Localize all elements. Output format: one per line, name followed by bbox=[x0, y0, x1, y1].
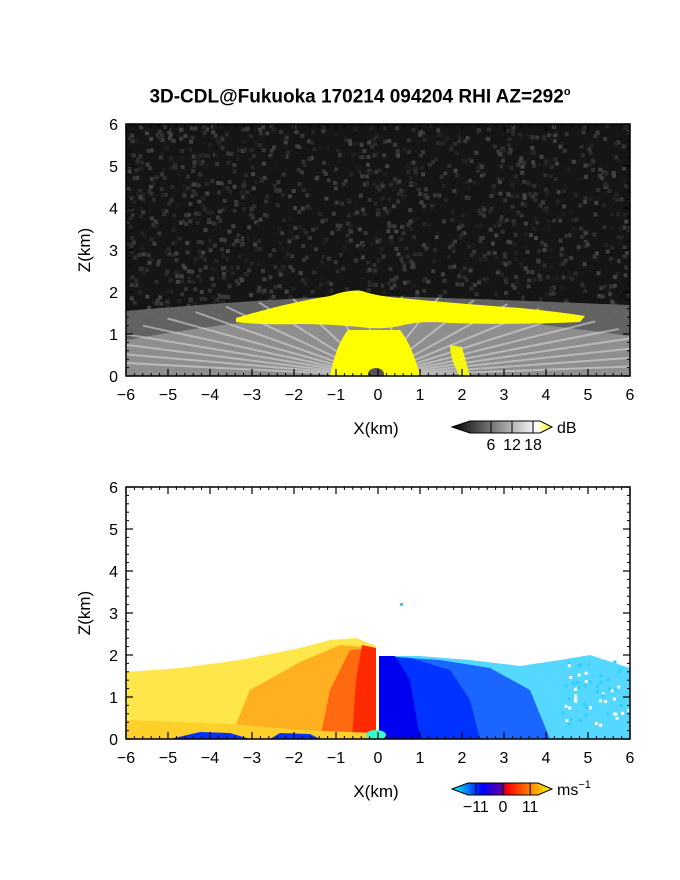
reflectivity-x-tick-label: 2 bbox=[458, 387, 467, 404]
reflectivity-x-tick-label: −2 bbox=[285, 387, 303, 404]
velocity-colorbar-tick-label: 11 bbox=[522, 799, 539, 816]
reflectivity-colorbar-tick-label: 12 bbox=[503, 437, 521, 454]
velocity-x-tick-label: −2 bbox=[285, 750, 303, 767]
velocity-colorbar-tick-label: −11 bbox=[463, 799, 489, 816]
velocity-colorbar: −11 0 11 ms−1 bbox=[450, 779, 591, 816]
velocity-y-tick-label: 0 bbox=[109, 732, 118, 749]
velocity-x-tick-label: 3 bbox=[500, 750, 509, 767]
reflectivity-x-tick-label: 4 bbox=[542, 387, 551, 404]
velocity-x-tick-label: 6 bbox=[626, 750, 635, 767]
velocity-x-tick-label: −1 bbox=[327, 750, 345, 767]
reflectivity-y-tick-label: 2 bbox=[109, 285, 118, 302]
velocity-y-tick-label: 5 bbox=[109, 522, 118, 539]
reflectivity-y-tick-label: 1 bbox=[109, 327, 118, 344]
reflectivity-x-tick-label: 1 bbox=[416, 387, 425, 404]
reflectivity-y-tick-label: 5 bbox=[109, 159, 118, 176]
velocity-x-tick-label: −6 bbox=[117, 750, 135, 767]
reflectivity-x-tick-label: −1 bbox=[327, 387, 345, 404]
reflectivity-y-tick-label: 3 bbox=[109, 243, 118, 260]
velocity-image bbox=[126, 487, 630, 739]
reflectivity-colorbar-unit: dB bbox=[557, 420, 577, 437]
velocity-x-tick-label: −4 bbox=[201, 750, 219, 767]
reflectivity-y-tick-label: 4 bbox=[109, 201, 118, 218]
velocity-y-tick-label: 6 bbox=[109, 480, 118, 497]
velocity-x-tick-label: 0 bbox=[374, 750, 383, 767]
velocity-x-tick-label: 4 bbox=[542, 750, 551, 767]
reflectivity-x-tick-label: 3 bbox=[500, 387, 509, 404]
velocity-x-tick-label: −3 bbox=[243, 750, 261, 767]
reflectivity-x-tick-label: 6 bbox=[626, 387, 635, 404]
reflectivity-x-tick-label: −6 bbox=[117, 387, 135, 404]
reflectivity-x-tick-label: 5 bbox=[584, 387, 593, 404]
velocity-x-tick-label: 5 bbox=[584, 750, 593, 767]
velocity-x-tick-label: −5 bbox=[159, 750, 177, 767]
reflectivity-y-axis-label: Z(km) bbox=[75, 228, 94, 272]
reflectivity-x-tick-label: −5 bbox=[159, 387, 177, 404]
figure-title: 3D-CDL@Fukuoka 170214 094204 RHI AZ=292o bbox=[149, 86, 571, 108]
reflectivity-colorbar-tick-label: 18 bbox=[524, 437, 542, 454]
reflectivity-x-tick-label: −3 bbox=[243, 387, 261, 404]
reflectivity-x-axis-label: X(km) bbox=[353, 419, 398, 438]
reflectivity-y-tick-label: 6 bbox=[109, 117, 118, 134]
velocity-y-tick-label: 1 bbox=[109, 690, 118, 707]
reflectivity-x-tick-label: 0 bbox=[374, 387, 383, 404]
reflectivity-colorbar: 6 12 18 dB bbox=[450, 420, 577, 454]
velocity-colorbar-unit: ms−1 bbox=[557, 779, 591, 799]
velocity-panel: −6 −5 −4 −3 −2 −1 0 1 2 3 4 5 6 0 1 2 3 4 5 6 X(km) Z(km) −… bbox=[75, 480, 635, 816]
reflectivity-y-tick-label: 0 bbox=[109, 369, 118, 386]
isolated-echo-point bbox=[400, 603, 403, 606]
velocity-x-tick-label: 1 bbox=[416, 750, 425, 767]
reflectivity-x-tick-label: −4 bbox=[201, 387, 219, 404]
velocity-colorbar-tick-label: 0 bbox=[499, 799, 508, 816]
velocity-y-tick-label: 2 bbox=[109, 648, 118, 665]
reflectivity-colorbar-tick-label: 6 bbox=[487, 437, 496, 454]
reflectivity-image bbox=[126, 124, 630, 376]
velocity-y-tick-label: 4 bbox=[109, 564, 118, 581]
velocity-x-axis-label: X(km) bbox=[353, 782, 398, 801]
velocity-x-tick-label: 2 bbox=[458, 750, 467, 767]
velocity-y-axis-label: Z(km) bbox=[75, 591, 94, 635]
velocity-y-tick-label: 3 bbox=[109, 606, 118, 623]
